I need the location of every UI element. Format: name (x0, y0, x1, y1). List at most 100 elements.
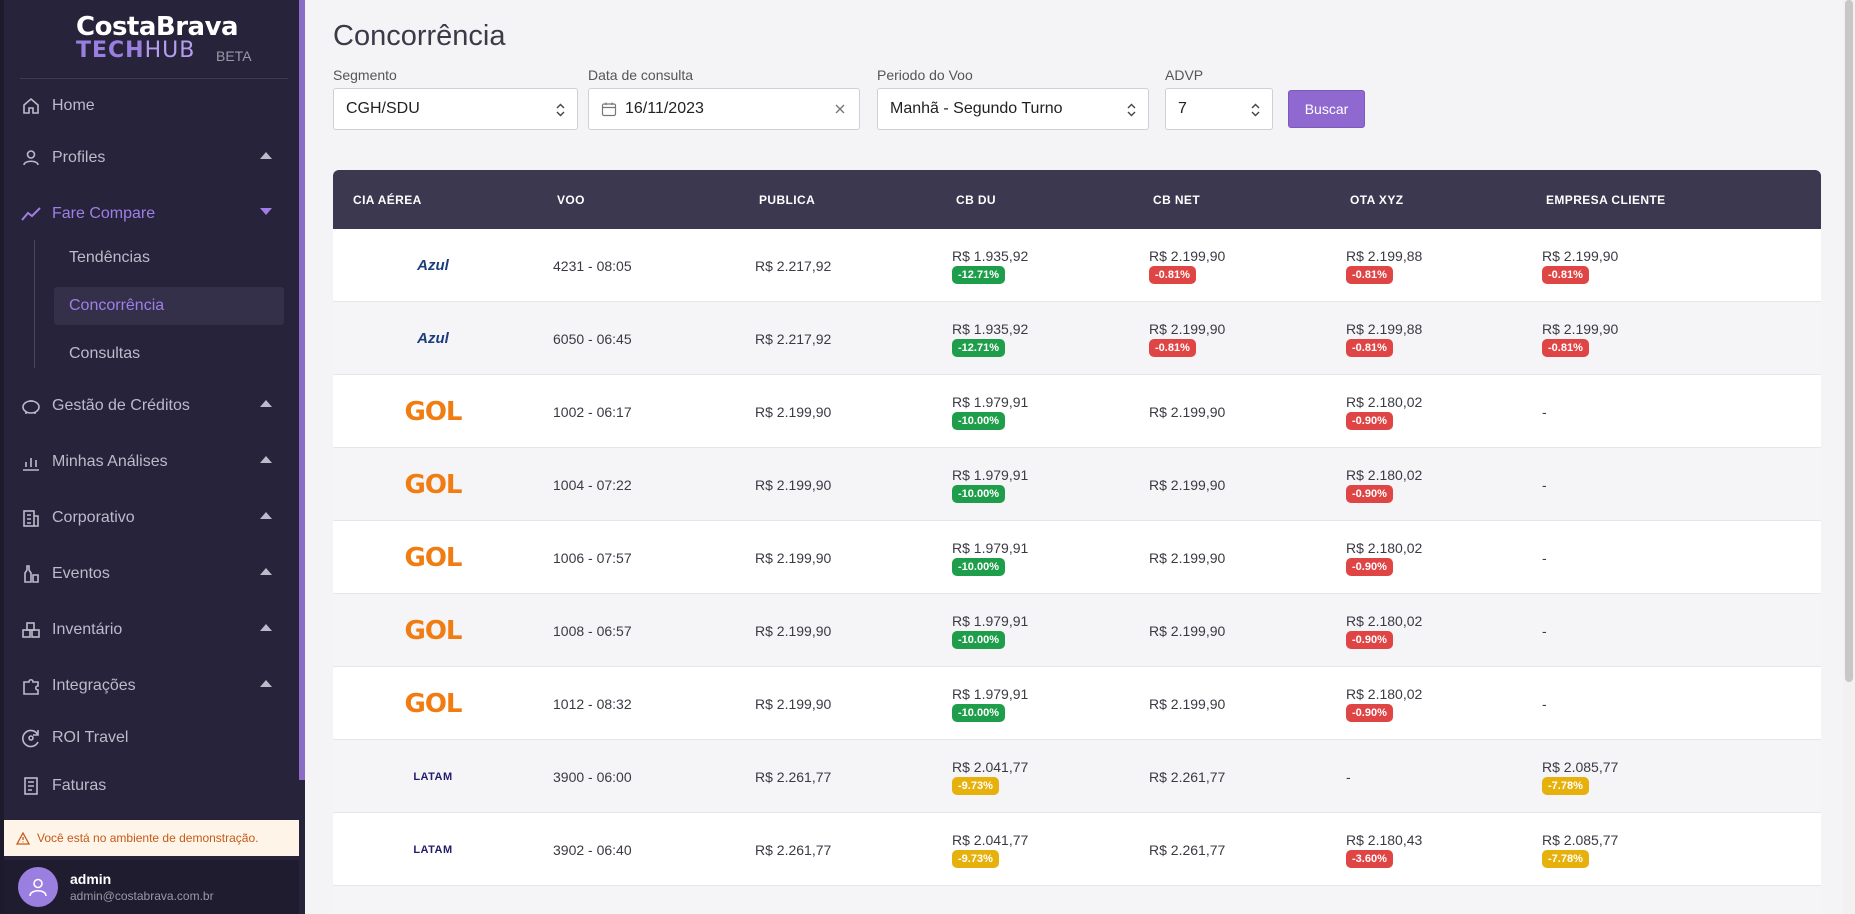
col-cb-net[interactable]: CB NET (1153, 192, 1201, 207)
airline-cell: GOL (333, 448, 533, 521)
gol-logo: GOL (404, 688, 462, 719)
publica-cell: R$ 2.261,77 (755, 740, 831, 813)
empresa-cliente-cell: R$ 2.199,90 -0.81% (1542, 229, 1618, 302)
cell-value: 1012 - 08:32 (553, 695, 632, 712)
select-arrows-icon (1251, 103, 1260, 117)
table-row[interactable]: LATAM 3900 - 06:00 R$ 2.261,77 R$ 2.041,77-… (333, 740, 1821, 813)
cell-value: R$ 2.261,77 (755, 841, 832, 858)
clear-icon[interactable] (833, 102, 847, 116)
brand-logo[interactable]: CostaBrava TECHHUB BETA (76, 12, 252, 64)
cell-value: R$ 2.199,88 (1346, 320, 1423, 337)
diff-badge: -9.73% (952, 776, 999, 795)
col-ota-xyz[interactable]: OTA XYZ (1350, 192, 1404, 207)
gol-logo: GOL (404, 469, 462, 500)
sidebar-subitem-consultas[interactable]: Consultas (54, 335, 284, 373)
empresa-cliente-cell: R$ 2.199,90 -0.81% (1542, 302, 1618, 375)
table-header: CIA AÉREA VOO PUBLICA CB DU CB NET OTA X… (333, 170, 1821, 229)
advp-select[interactable]: 7 (1165, 88, 1273, 130)
cell-value: R$ 1.979,91 (952, 539, 1029, 556)
caret-up-icon (260, 680, 272, 687)
table-row[interactable]: GOL 1002 - 06:17 R$ 2.199,90 R$ 1.979,91 -10… (333, 375, 1821, 448)
sidebar-item-eventos[interactable]: Eventos (20, 558, 280, 590)
gol-logo: GOL (404, 396, 462, 427)
table-row[interactable]: GOL 1004 - 07:22 R$ 2.199,90 R$ 1.979,91 -10… (333, 448, 1821, 521)
periodo-voo-value: Manhã - Segundo Turno (890, 100, 1063, 117)
table-row[interactable]: Azul 6050 - 06:45 R$ 2.217,92 R$ 1.935,92 -1… (333, 302, 1821, 375)
sidebar-edge (0, 0, 4, 914)
buscar-button[interactable]: Buscar (1288, 90, 1365, 128)
scrollbar-thumb[interactable] (1845, 0, 1853, 682)
table-row[interactable]: GOL 1012 - 08:32 R$ 2.199,90 R$ 1.979,91 -10… (333, 667, 1821, 740)
col-empresa-cliente[interactable]: EMPRESA CLIENTE (1546, 192, 1666, 207)
gol-logo: GOL (404, 615, 462, 646)
ota-xyz-cell: R$ 2.180,02 -0.90% (1346, 521, 1422, 594)
cb-net-cell: R$ 2.199,90 (1149, 667, 1225, 740)
sidebar-item-label: Minhas Análises (52, 453, 168, 470)
advp-label: ADVP (1165, 67, 1204, 83)
cb-du-cell: R$ 1.979,91 -10.00% (952, 667, 1028, 740)
sidebar-item-minhas-analises[interactable]: Minhas Análises (20, 446, 280, 478)
col-cia-aerea[interactable]: CIA AÉREA (353, 192, 422, 207)
sidebar-item-label: Integrações (52, 677, 136, 694)
diff-badge: -9.73% (952, 849, 999, 868)
airline-cell (333, 886, 533, 914)
cell-value: R$ 2.199,90 (1149, 320, 1226, 337)
cell-value: - (1346, 768, 1351, 785)
sidebar-item-inventario[interactable]: Inventário (20, 614, 280, 646)
home-icon (20, 95, 42, 117)
periodo-voo-select[interactable]: Manhã - Segundo Turno (877, 88, 1149, 130)
sidebar-item-integracoes[interactable]: Integrações (20, 670, 280, 702)
sidebar-item-corporativo[interactable]: Corporativo (20, 502, 280, 534)
sidebar-subitem-tendencias[interactable]: Tendências (54, 239, 284, 277)
cell-value: R$ 2.199,90 (1149, 622, 1226, 639)
table-row[interactable]: Azul 4231 - 08:05 R$ 2.217,92 R$ 1.935,92 -1… (333, 229, 1821, 302)
empresa-cliente-cell: R$ 2.085,77 -7.78% (1542, 740, 1618, 813)
cb-net-cell: R$ 2.261,77 (1149, 740, 1225, 813)
sidebar-item-roi-travel[interactable]: ROI Travel (20, 722, 280, 754)
cell-value: R$ 2.199,90 (755, 695, 832, 712)
cell-value: R$ 2.180,02 (1346, 612, 1423, 629)
sidebar-item-profiles[interactable]: Profiles (20, 142, 280, 174)
diff-badge: -7.78% (1542, 849, 1589, 868)
data-consulta-input[interactable]: 16/11/2023 (588, 88, 860, 130)
cb-net-cell: R$ 2.199,90 (1149, 448, 1225, 521)
demo-notice: Você está no ambiente de demonstração. (4, 820, 299, 856)
sidebar-item-faturas[interactable]: Faturas (20, 770, 280, 802)
ota-xyz-cell: - (1346, 740, 1351, 813)
caret-up-icon (260, 152, 272, 159)
user-profile[interactable]: admin admin@costabrava.com.br (4, 860, 299, 914)
cell-value: R$ 2.199,90 (755, 549, 832, 566)
sidebar-item-gestao-creditos[interactable]: Gestão de Créditos (20, 390, 280, 422)
sidebar-item-fare-compare[interactable]: Fare Compare (20, 198, 280, 230)
diff-badge: -7.78% (1542, 776, 1589, 795)
table-row[interactable]: GOL 1006 - 07:57 R$ 2.199,90 R$ 1.979,91 -10… (333, 521, 1821, 594)
sidebar-item-home[interactable]: Home (20, 90, 280, 122)
bar-chart-icon (20, 451, 42, 473)
table-row[interactable]: R$ 2.041,77 R$ 2.180,43 R$ 2.085,77 (333, 886, 1821, 914)
sidebar-subitem-label: Consultas (69, 345, 141, 362)
main-content: Concorrência Segmento CGH/SDU Data de co… (305, 0, 1855, 914)
sidebar-subitem-label: Tendências (69, 249, 150, 266)
cell-value: R$ 2.199,88 (1346, 247, 1423, 264)
col-voo[interactable]: VOO (557, 192, 585, 207)
diff-badge: -0.90% (1346, 484, 1393, 503)
sidebar-scrollbar[interactable] (299, 0, 305, 780)
segmento-select[interactable]: CGH/SDU (333, 88, 578, 130)
brand-divider (20, 78, 288, 79)
col-cb-du[interactable]: CB DU (956, 192, 996, 207)
table-row[interactable]: LATAM 3902 - 06:40 R$ 2.261,77 R$ 2.041,77-… (333, 813, 1821, 886)
azul-logo: Azul (417, 330, 449, 347)
airline-cell: Azul (333, 302, 533, 375)
data-consulta-label: Data de consulta (588, 67, 694, 83)
segmento-label: Segmento (333, 67, 397, 83)
sidebar-subitem-concorrencia[interactable]: Concorrência (54, 287, 284, 325)
empresa-cliente-cell: R$ 2.085,77 (1542, 886, 1618, 914)
cell-value: R$ 2.085,77 (1542, 758, 1619, 775)
page-scrollbar[interactable] (1843, 0, 1855, 914)
cell-value: R$ 2.199,90 (755, 476, 832, 493)
cb-net-cell: R$ 2.199,90 -0.81% (1149, 229, 1225, 302)
diff-badge: -0.81% (1542, 265, 1589, 284)
cb-du-cell: R$ 2.041,77 -9.73% (952, 813, 1028, 886)
col-publica[interactable]: PUBLICA (759, 192, 816, 207)
table-row[interactable]: GOL 1008 - 06:57 R$ 2.199,90 R$ 1.979,91 -10… (333, 594, 1821, 667)
